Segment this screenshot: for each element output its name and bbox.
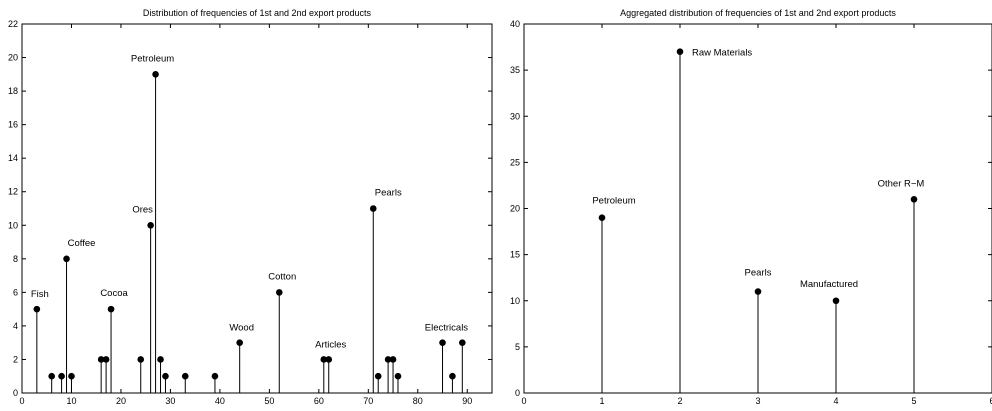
x-tick-label: 3: [755, 396, 760, 406]
chart-title: Aggregated distribution of frequencies o…: [620, 8, 896, 18]
data-point: [394, 372, 402, 380]
data-point: [211, 372, 219, 380]
annotation-label: Pearls: [375, 188, 402, 199]
annotation-label: Cocoa: [100, 288, 128, 299]
data-point: [147, 221, 154, 229]
data-point: [754, 288, 762, 295]
annotation-label: Wood: [229, 323, 254, 334]
data-point: [68, 372, 75, 380]
data-point: [236, 339, 243, 346]
data-point: [275, 289, 283, 296]
y-tick-label: 20: [510, 204, 520, 214]
y-tick-label: 22: [8, 19, 18, 29]
data-point: [439, 339, 446, 346]
chart-1: Distribution of frequencies of 1st and 2…: [8, 8, 493, 406]
data-point: [137, 356, 145, 363]
annotation-label: Pearls: [745, 268, 772, 279]
annotation-label: Articles: [315, 339, 346, 350]
annotation-label: Coffee: [68, 238, 96, 249]
x-tick-label: 80: [413, 396, 423, 406]
x-tick-label: 20: [116, 396, 126, 406]
y-tick-label: 16: [8, 120, 18, 130]
annotation-label: Petroleum: [131, 53, 174, 64]
x-tick-label: 60: [314, 396, 324, 406]
x-tick-label: 50: [264, 396, 274, 406]
data-point: [63, 255, 70, 263]
data-point: [33, 305, 41, 313]
y-tick-label: 5: [515, 342, 520, 352]
y-tick-label: 40: [510, 19, 520, 29]
y-tick-label: 12: [8, 187, 18, 197]
y-tick-label: 15: [510, 250, 520, 260]
x-tick-label: 70: [363, 396, 373, 406]
data-point: [181, 372, 189, 380]
y-tick-label: 10: [510, 296, 520, 306]
data-point: [676, 48, 684, 55]
data-point: [48, 372, 55, 380]
data-point: [97, 356, 105, 363]
x-tick-label: 0: [521, 396, 526, 406]
x-tick-label: 30: [165, 396, 175, 406]
annotation-label: Other R−M: [878, 178, 925, 189]
x-tick-label: 6: [989, 396, 992, 406]
data-point: [374, 372, 382, 380]
x-tick-label: 0: [19, 396, 24, 406]
plot-frame: [21, 23, 493, 394]
data-point: [107, 305, 115, 313]
x-tick-label: 2: [677, 396, 682, 406]
data-point: [152, 71, 159, 78]
x-tick-label: 40: [215, 396, 225, 406]
data-point: [102, 356, 110, 363]
x-tick-label: 4: [833, 396, 838, 406]
annotation-label: Manufactured: [800, 279, 858, 290]
y-tick-label: 14: [8, 153, 18, 163]
data-point: [389, 356, 397, 363]
annotation-label: Ores: [132, 204, 153, 215]
x-tick-label: 1: [599, 396, 604, 406]
data-point: [157, 356, 164, 363]
y-tick-label: 35: [510, 65, 520, 75]
data-point: [369, 205, 377, 212]
y-tick-label: 10: [8, 220, 18, 230]
y-tick-label: 30: [510, 111, 520, 121]
y-tick-label: 20: [8, 53, 18, 63]
y-tick-label: 8: [13, 254, 18, 264]
data-point: [459, 339, 466, 346]
data-point: [325, 356, 333, 363]
data-point: [449, 372, 456, 380]
y-tick-label: 4: [13, 321, 18, 331]
chart-title: Distribution of frequencies of 1st and 2…: [143, 8, 372, 18]
y-tick-label: 0: [515, 388, 520, 398]
data-point: [320, 356, 328, 363]
data-point: [384, 356, 392, 363]
annotation-label: Electricals: [425, 323, 469, 334]
annotation-label: Cotton: [268, 271, 296, 282]
annotation-label: Raw Materials: [692, 48, 752, 59]
data-point: [598, 214, 606, 222]
data-point: [58, 372, 65, 380]
x-tick-label: 5: [911, 396, 916, 406]
y-tick-label: 18: [8, 86, 18, 96]
y-tick-label: 25: [510, 157, 520, 167]
y-tick-label: 2: [13, 354, 18, 364]
y-tick-label: 6: [13, 287, 18, 297]
annotation-label: Fish: [31, 289, 49, 300]
data-point: [910, 195, 918, 203]
y-tick-label: 0: [13, 388, 18, 398]
chart-2: Aggregated distribution of frequencies o…: [510, 8, 992, 406]
data-point: [832, 297, 840, 305]
x-tick-label: 10: [66, 396, 76, 406]
data-point: [162, 372, 169, 380]
x-tick-label: 90: [462, 396, 472, 406]
annotation-label: Petroleum: [592, 196, 635, 207]
